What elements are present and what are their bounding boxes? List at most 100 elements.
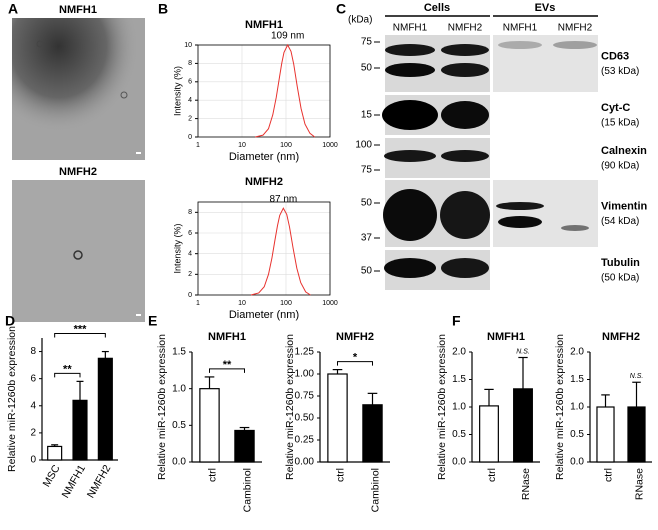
x-tick-label: NMFH2 <box>85 463 114 500</box>
unit-label: (kDa) <box>348 15 372 26</box>
y-axis-label: Relative miR-1260b expression <box>436 334 448 480</box>
marker-label: 50 <box>361 198 373 209</box>
marker-label: 50 <box>361 266 373 277</box>
vesicle <box>120 91 128 99</box>
y-tick-label: 1.5 <box>452 374 466 385</box>
significance-label: ** <box>223 359 232 371</box>
significance-label: N.S. <box>630 373 644 380</box>
y-tick-label: 0 <box>188 134 192 141</box>
y-tick-label: 0 <box>188 292 192 299</box>
significance-label: *** <box>74 323 88 335</box>
y-tick-label: 0.50 <box>295 413 315 424</box>
y-tick-label: 6 <box>30 373 36 384</box>
y-tick-label: 8 <box>188 209 192 216</box>
blot-band <box>385 63 435 77</box>
blot-image <box>493 35 598 92</box>
blot-band <box>498 41 542 49</box>
y-tick-label: 2 <box>30 428 36 439</box>
x-tick-label: 1 <box>196 300 200 307</box>
y-axis-label: Intensity (%) <box>172 66 182 116</box>
panel-label: F <box>452 313 461 329</box>
y-tick-label: 2.0 <box>570 347 584 358</box>
y-tick-label: 1.25 <box>295 347 315 358</box>
blot-band <box>498 216 542 228</box>
y-tick-label: 1.0 <box>570 402 584 413</box>
x-tick-label: Cambinol <box>241 468 253 512</box>
y-tick-label: 4 <box>188 251 192 258</box>
protein-size: (53 kDa) <box>601 66 639 77</box>
x-tick-label: 100 <box>280 142 292 149</box>
chart-title: NMFH1 <box>208 331 246 343</box>
significance-label: N.S. <box>516 348 530 355</box>
blot-band <box>384 258 436 278</box>
blot-band <box>384 150 436 162</box>
x-tick-label: 10 <box>238 300 246 307</box>
y-tick-label: 0.0 <box>570 457 584 468</box>
y-tick-label: 2.0 <box>452 347 466 358</box>
bar <box>97 357 113 461</box>
dls-curve <box>255 43 316 138</box>
bar <box>513 388 533 463</box>
image-label: NMFH1 <box>59 4 97 16</box>
chart-title: NMFH1 <box>487 331 525 343</box>
protein-name: Cyt-C <box>601 102 630 114</box>
x-tick-label: ctrl <box>602 468 614 482</box>
significance-bracket <box>54 333 106 338</box>
y-tick-label: 2 <box>188 115 192 122</box>
marker-label: 50 <box>361 63 373 74</box>
vesicle <box>36 40 44 48</box>
protein-name: Vimentin <box>601 200 648 212</box>
lane-label: NMFH2 <box>448 23 483 34</box>
bar <box>627 406 646 463</box>
scale-bar <box>136 152 141 154</box>
image-label: NMFH2 <box>59 166 97 178</box>
lane-label: NMFH1 <box>503 23 538 34</box>
blot-band <box>553 41 597 49</box>
x-tick-label: 10 <box>238 142 246 149</box>
lane-label: NMFH1 <box>393 23 428 34</box>
blot-image <box>493 180 598 247</box>
bar <box>362 404 383 463</box>
x-axis-label: Diameter (nm) <box>229 151 299 163</box>
x-tick-label: RNase <box>520 468 532 500</box>
y-tick-label: 1.0 <box>172 383 186 394</box>
peak-label: 109 nm <box>271 31 304 42</box>
panel-label: D <box>5 313 15 329</box>
blot-band <box>382 100 438 130</box>
protein-size: (15 kDa) <box>601 118 639 129</box>
protein-size: (50 kDa) <box>601 273 639 284</box>
panel-label: B <box>158 1 168 17</box>
y-axis-label: Relative miR-1260b expression <box>284 334 296 480</box>
y-tick-label: 1.0 <box>452 402 466 413</box>
protein-size: (54 kDa) <box>601 216 639 227</box>
y-tick-label: 0.25 <box>295 435 315 446</box>
blot-band <box>561 225 589 231</box>
y-tick-label: 0.75 <box>295 391 315 402</box>
x-tick-label: ctrl <box>334 468 346 482</box>
y-tick-label: 10 <box>184 42 192 49</box>
y-tick-label: 0.0 <box>172 457 186 468</box>
significance-bracket <box>337 361 373 366</box>
protein-size: (90 kDa) <box>601 161 639 172</box>
bar <box>199 388 220 463</box>
y-tick-label: 0.0 <box>452 457 466 468</box>
plot-frame <box>197 44 331 138</box>
y-axis-label: Relative miR-1260b expression <box>156 334 168 480</box>
chart-title: NMFH2 <box>336 331 374 343</box>
significance-label: ** <box>63 363 72 375</box>
y-tick-label: 0.5 <box>172 420 186 431</box>
blot-band <box>441 258 489 278</box>
peak-label: 87 nm <box>269 194 297 205</box>
x-tick-label: ctrl <box>486 468 498 482</box>
plot-frame <box>197 201 331 296</box>
vesicle <box>73 250 83 260</box>
y-tick-label: 4 <box>30 400 36 411</box>
y-tick-label: 6 <box>188 230 192 237</box>
y-tick-label: 0 <box>30 455 36 466</box>
y-axis-label: Relative miR-1260b expression <box>6 326 18 472</box>
marker-label: 75 <box>361 37 373 48</box>
bar <box>234 429 255 463</box>
marker-label: 37 <box>361 233 373 244</box>
bar <box>47 445 63 461</box>
marker-label: 75 <box>361 165 373 176</box>
